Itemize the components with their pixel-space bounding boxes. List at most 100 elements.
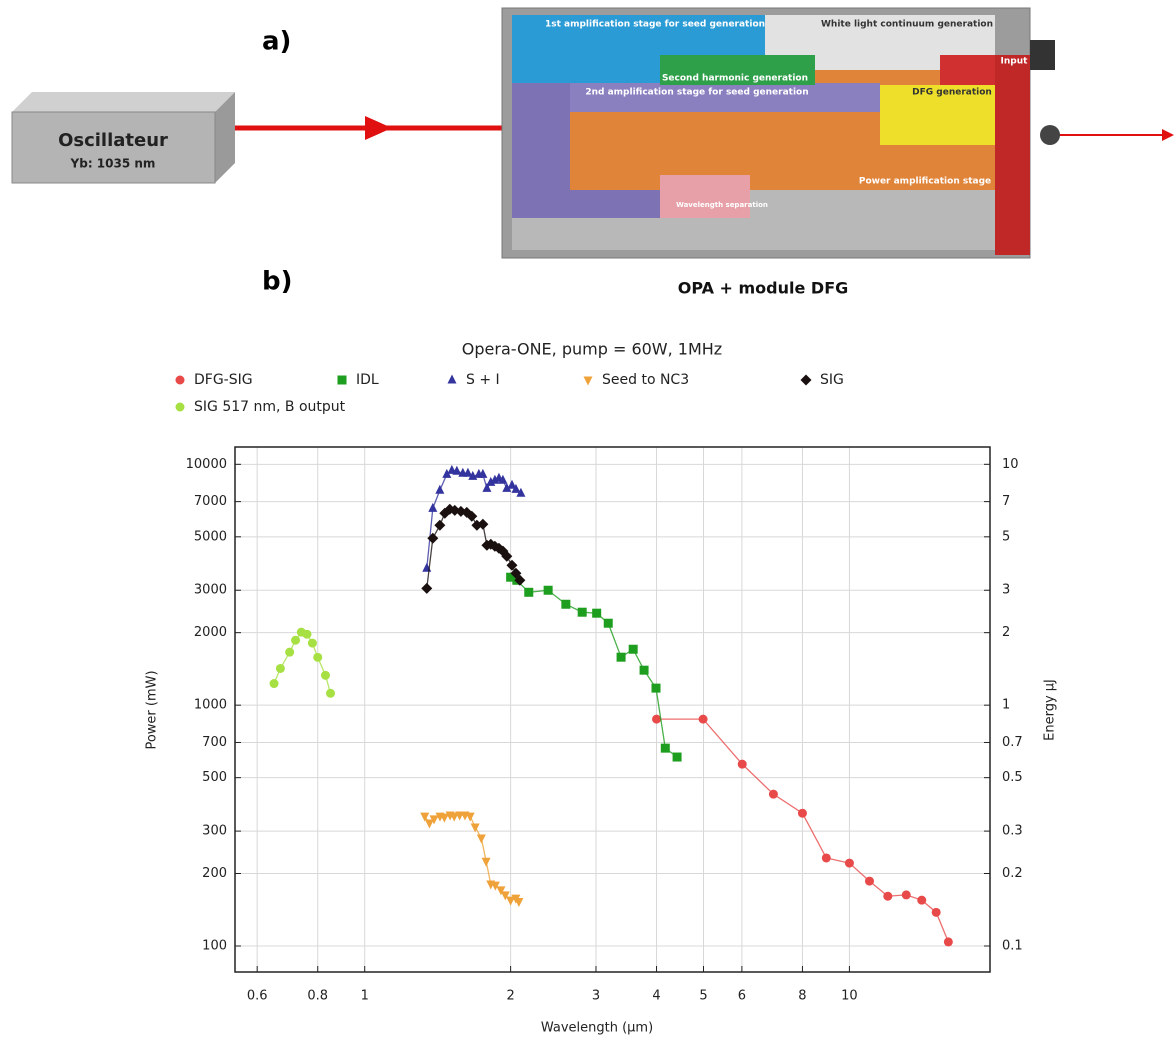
legend-marker bbox=[800, 374, 812, 386]
marker bbox=[429, 815, 439, 825]
x-tick-label: 3 bbox=[592, 989, 600, 1004]
marker bbox=[275, 663, 285, 673]
y2-tick-label: 7 bbox=[1002, 494, 1010, 509]
marker bbox=[506, 559, 518, 571]
plot-frame bbox=[234, 446, 991, 973]
marker bbox=[439, 813, 449, 823]
marker bbox=[477, 518, 489, 530]
marker bbox=[507, 479, 517, 489]
y-axis-label: Power (mW) bbox=[145, 670, 160, 749]
legend-marker bbox=[583, 376, 593, 386]
marker bbox=[672, 752, 682, 762]
marker bbox=[302, 629, 312, 639]
marker bbox=[420, 812, 430, 822]
stage-label: Power amplification stage bbox=[859, 177, 991, 187]
marker bbox=[428, 502, 438, 512]
marker bbox=[514, 898, 524, 908]
y-tick-label: 200 bbox=[202, 866, 227, 881]
marker bbox=[639, 665, 649, 675]
legend-label: Seed to NC3 bbox=[602, 372, 689, 388]
legend-marker bbox=[175, 402, 185, 412]
y-tick-label: 300 bbox=[202, 824, 227, 839]
marker bbox=[651, 683, 661, 693]
marker bbox=[269, 679, 279, 689]
marker bbox=[482, 482, 492, 492]
y2-tick-label: 0.5 bbox=[1002, 770, 1023, 785]
stage-label: Wavelength separation bbox=[676, 201, 768, 209]
y2-tick-label: 3 bbox=[1002, 583, 1010, 598]
marker bbox=[511, 483, 521, 493]
marker bbox=[616, 652, 626, 662]
marker bbox=[434, 519, 446, 531]
marker bbox=[470, 823, 480, 833]
marker bbox=[478, 468, 488, 478]
y2-tick-label: 5 bbox=[1002, 529, 1010, 544]
marker bbox=[496, 886, 506, 896]
legend-marker bbox=[337, 375, 347, 385]
marker bbox=[501, 550, 513, 562]
marker bbox=[603, 618, 613, 628]
stage-region bbox=[660, 175, 750, 218]
y-tick-label: 5000 bbox=[194, 529, 227, 544]
marker bbox=[463, 467, 473, 477]
output-port bbox=[1040, 125, 1060, 145]
oscillator-label: Oscillateur bbox=[58, 130, 168, 151]
stage-label: White light continuum generation bbox=[821, 20, 993, 30]
y-tick-label: 10000 bbox=[186, 457, 227, 472]
marker bbox=[500, 891, 510, 901]
y-tick-label: 500 bbox=[202, 770, 227, 785]
series-line bbox=[424, 814, 520, 902]
marker bbox=[465, 812, 475, 822]
y2-tick-label: 10 bbox=[1002, 457, 1019, 472]
oscillator-sublabel: Yb: 1035 nm bbox=[70, 157, 156, 171]
marker bbox=[452, 465, 462, 475]
legend-marker bbox=[175, 375, 185, 385]
stage-label: Second harmonic generation bbox=[662, 74, 808, 84]
marker bbox=[864, 876, 874, 886]
marker bbox=[476, 834, 486, 844]
y2-axis-label: Energy µJ bbox=[1043, 679, 1058, 741]
marker bbox=[498, 474, 508, 484]
box-top bbox=[12, 92, 235, 112]
panel-label: a) bbox=[262, 27, 291, 57]
x-tick-label: 1 bbox=[361, 989, 369, 1004]
x-tick-label: 0.8 bbox=[307, 989, 328, 1004]
module-label: OPA + module DFG bbox=[678, 279, 849, 298]
y2-tick-label: 0.1 bbox=[1002, 939, 1023, 954]
marker bbox=[307, 638, 317, 648]
stage-label: 1st amplification stage for seed generat… bbox=[545, 20, 765, 30]
legend-label: SIG bbox=[820, 372, 844, 388]
stage-label: 2nd amplification stage for seed generat… bbox=[585, 88, 808, 98]
panel-label: b) bbox=[262, 267, 293, 297]
marker bbox=[737, 759, 747, 769]
marker bbox=[313, 652, 323, 662]
marker bbox=[435, 484, 445, 494]
y2-tick-label: 1 bbox=[1002, 698, 1010, 713]
stage-region bbox=[570, 83, 880, 112]
x-axis-label: Wavelength (µm) bbox=[541, 1021, 653, 1036]
marker bbox=[506, 896, 516, 906]
legend-label: SIG 517 nm, B output bbox=[194, 399, 346, 415]
legend-label: S + I bbox=[466, 372, 500, 388]
marker bbox=[285, 647, 295, 657]
marker bbox=[421, 582, 433, 594]
series-line bbox=[510, 576, 678, 758]
stage-label: DFG generation bbox=[912, 88, 992, 98]
marker bbox=[543, 585, 553, 595]
marker bbox=[901, 890, 911, 900]
chart-title: Opera-ONE, pump = 60W, 1MHz bbox=[462, 340, 722, 359]
marker bbox=[320, 670, 330, 680]
marker bbox=[325, 688, 335, 698]
y-tick-label: 7000 bbox=[194, 494, 227, 509]
stage-region bbox=[940, 55, 1000, 85]
legend-label: DFG-SIG bbox=[194, 372, 253, 388]
beam-arrow bbox=[365, 116, 392, 140]
marker bbox=[427, 532, 439, 544]
marker bbox=[506, 572, 516, 582]
marker bbox=[698, 714, 708, 724]
series-line bbox=[273, 631, 332, 694]
marker bbox=[768, 789, 778, 799]
marker bbox=[466, 510, 478, 522]
x-tick-label: 10 bbox=[841, 989, 858, 1004]
marker bbox=[660, 743, 670, 753]
